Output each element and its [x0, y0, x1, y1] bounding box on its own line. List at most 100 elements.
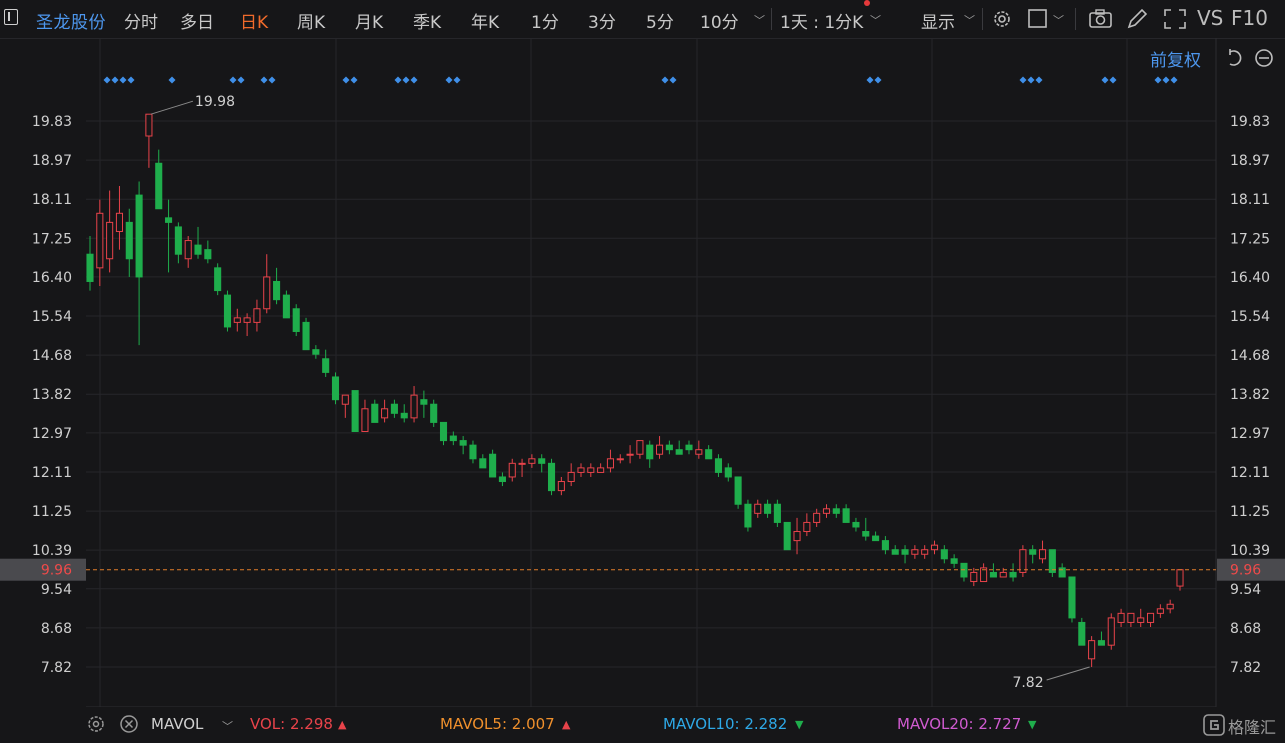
y-tick-label-right: 13.82 [1230, 387, 1270, 403]
candle-body [1078, 621, 1086, 646]
candle-body [1029, 549, 1037, 555]
candle-body [1068, 576, 1076, 619]
divider [1075, 8, 1076, 30]
candle-body [714, 458, 723, 473]
tab-intraday[interactable]: 分时 [124, 13, 158, 33]
stock-name[interactable]: 圣龙股份 [36, 13, 106, 33]
event-marker-icon [237, 76, 245, 84]
candle-body [165, 217, 173, 223]
candle-body [331, 376, 340, 401]
candle-body [1166, 603, 1174, 610]
tab-yearly-k[interactable]: 年K [471, 13, 500, 33]
min-pointer [1046, 666, 1090, 681]
y-tick-label-left: 8.68 [41, 621, 72, 637]
camera-icon[interactable] [1088, 8, 1114, 30]
y-tick-label-left: 11.25 [32, 504, 72, 520]
period-select[interactable]: 1天 : 1分K [780, 13, 864, 33]
gear-icon[interactable] [990, 8, 1014, 30]
indicator-select[interactable]: MAVOL [151, 715, 204, 733]
candle-body [145, 113, 153, 137]
candle-body [587, 467, 595, 473]
candle-body [724, 467, 732, 478]
candle-body [744, 503, 752, 528]
candle-body [449, 435, 457, 442]
y-tick-label-right: 12.97 [1230, 426, 1270, 442]
event-marker-icon [453, 76, 461, 84]
candle-body [381, 408, 389, 419]
candle-body [1127, 612, 1135, 623]
candle-body [881, 540, 889, 551]
candle-body [96, 212, 104, 269]
tab-1min[interactable]: 1分 [531, 13, 559, 33]
display-menu[interactable]: 显示 [921, 13, 955, 33]
tab-weekly-k[interactable]: 周K [297, 13, 326, 33]
chevron-down-icon[interactable]: ﹀ [1053, 14, 1064, 27]
candle-body [214, 267, 222, 292]
current-price-label-right: 9.96 [1230, 563, 1261, 579]
chevron-down-icon[interactable]: ﹀ [222, 720, 233, 733]
y-tick-label-left: 14.68 [32, 348, 72, 364]
y-tick-label-left: 18.11 [32, 192, 72, 208]
y-tick-label-left: 12.97 [32, 426, 72, 442]
candle-body [302, 321, 310, 351]
tab-daily-k[interactable]: 日K [240, 13, 269, 33]
tab-monthly-k[interactable]: 月K [355, 13, 384, 33]
candle-body [1097, 640, 1105, 646]
event-marker-icon [1109, 76, 1117, 84]
y-tick-label-right: 16.40 [1230, 270, 1270, 286]
candle-body [508, 462, 516, 478]
candle-body [577, 467, 585, 473]
up-arrow-icon: ▲ [338, 718, 347, 731]
pencil-icon[interactable] [1125, 7, 1149, 31]
tab-10min[interactable]: 10分 [700, 13, 739, 33]
chevron-down-icon[interactable]: ﹀ [870, 14, 881, 27]
candle-body [253, 308, 261, 323]
candle-body [685, 444, 693, 451]
mavol10-value: MAVOL10: 2.282 [663, 715, 788, 733]
y-tick-label-right: 17.25 [1230, 231, 1270, 247]
candle-body [135, 194, 143, 278]
tab-3min[interactable]: 3分 [588, 13, 616, 33]
y-tick-label-left: 19.83 [32, 114, 72, 130]
chevron-down-icon[interactable]: ﹀ [754, 14, 765, 27]
candle-body [1048, 549, 1056, 573]
close-icon[interactable] [119, 714, 139, 734]
chevron-down-icon[interactable]: ﹀ [964, 14, 975, 27]
f10-button[interactable]: F10 [1231, 6, 1268, 30]
candle-body [1137, 617, 1145, 623]
candle-body [646, 444, 654, 460]
candle-body [989, 571, 997, 578]
zoom-out-icon[interactable] [1254, 48, 1274, 68]
y-tick-label-right: 14.68 [1230, 348, 1270, 364]
y-tick-label-right: 18.11 [1230, 192, 1270, 208]
gear-icon[interactable] [86, 714, 106, 734]
event-marker-icon [268, 76, 276, 84]
candle-body [842, 508, 850, 523]
y-tick-label-right: 12.11 [1230, 465, 1270, 481]
candle-body [341, 394, 349, 405]
event-marker-icon [402, 76, 410, 84]
adjust-mode-button[interactable]: 前复权 [1150, 51, 1201, 71]
tab-5min[interactable]: 5分 [646, 13, 674, 33]
candle-body [891, 549, 899, 555]
candlestick-chart[interactable]: 19.83 19.83 18.97 18.97 18.11 18.11 17.25 17.25… [0, 38, 1285, 707]
candle-body [1176, 569, 1184, 587]
tab-multiday[interactable]: 多日 [180, 13, 214, 33]
candle-body [705, 449, 713, 460]
square-icon[interactable] [1027, 8, 1049, 30]
candle-body [970, 571, 978, 583]
tab-quarterly-k[interactable]: 季K [413, 13, 442, 33]
y-tick-label-right: 11.25 [1230, 504, 1270, 520]
candle-body [1146, 612, 1155, 623]
candle-body [547, 462, 556, 492]
candle-body [439, 421, 448, 442]
sidebar-toggle-icon[interactable] [4, 9, 18, 25]
undo-icon[interactable] [1224, 48, 1244, 68]
candle-body [155, 162, 163, 210]
candle-body [695, 449, 703, 455]
fullscreen-icon[interactable] [1162, 7, 1188, 31]
vs-button[interactable]: VS [1197, 6, 1224, 30]
candle-body [194, 244, 202, 255]
candle-body [872, 535, 880, 542]
candle-body [606, 458, 614, 469]
